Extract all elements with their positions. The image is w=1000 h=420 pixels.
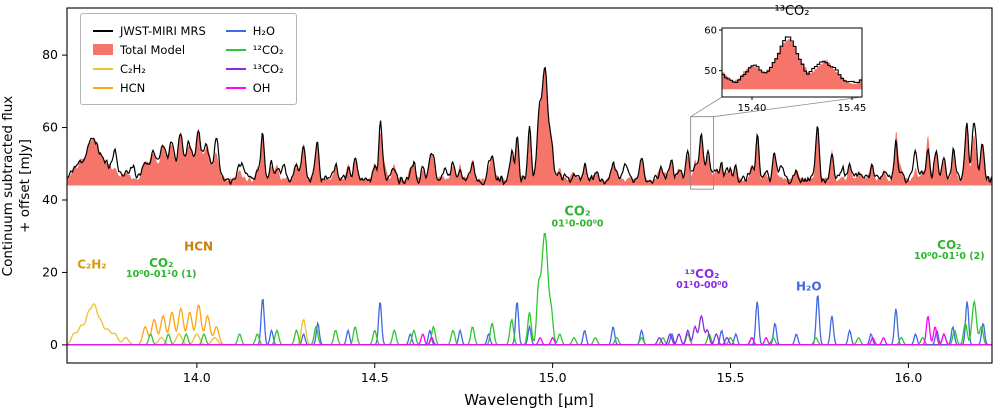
inset-title: ¹³CO₂ [774, 4, 810, 19]
annotation-subtext: 10⁰0-01¹0 (2) [914, 251, 985, 263]
y-axis-label: Continuum subtracted flux + offset [mJy] [0, 6, 36, 366]
annotation-text: CO₂ [149, 256, 174, 270]
annotation-subtext: 01¹0-00⁰0 [676, 280, 729, 292]
y-axis-label-line1: Continuum subtracted flux [0, 95, 16, 277]
legend: JWST-MIRI MRS Total Model C₂H₂ HCN H₂O ¹²CO₂ ¹… [80, 13, 297, 105]
legend-label: HCN [120, 80, 146, 95]
legend-swatch-jwst-miri-mrs [93, 29, 113, 32]
legend-label: H₂O [252, 23, 276, 38]
annotation-text: ¹³CO₂ [684, 266, 720, 281]
x-tick-label: 16.0 [894, 370, 922, 385]
legend-swatch-hcn [93, 86, 113, 89]
legend-swatch-oh [225, 86, 246, 89]
annotation-text: CO₂ [937, 237, 962, 252]
zoom-indicator-rect [690, 116, 714, 190]
legend-item-h2o: H₂O [225, 23, 284, 38]
inset-observed-line [722, 36, 862, 83]
x-tick-label: 15.0 [539, 370, 567, 385]
legend-label: JWST-MIRI MRS [120, 23, 206, 38]
inset-y-tick-label: 50 [704, 66, 717, 77]
legend-item-hcn: HCN [93, 81, 206, 95]
plot-frame [66, 7, 993, 364]
annotation-text: HCN [184, 239, 214, 254]
annotation-text: C₂H₂ [77, 257, 107, 272]
series-oh-line [67, 315, 992, 346]
annotation-subtext: 10⁰0-01¹0 (1) [126, 269, 197, 281]
inset-frame [721, 27, 863, 98]
legend-swatch-12co2 [225, 48, 246, 51]
legend-label: Total Model [120, 42, 186, 57]
legend-label: OH [252, 80, 271, 95]
zoom-connector-right [713, 96, 863, 118]
inset-x-tick-label: 15.45 [838, 103, 867, 114]
legend-item-total-model: Total Model [93, 43, 206, 57]
y-tick-label: 40 [42, 192, 58, 207]
legend-swatch-total-model [93, 44, 113, 55]
y-tick-label: 80 [42, 47, 58, 62]
legend-item-jwst-miri-mrs: JWST-MIRI MRS [93, 24, 206, 38]
x-tick-label: 14.0 [183, 370, 211, 385]
legend-item-12co2: ¹²CO₂ [225, 42, 284, 57]
y-axis-label-line2: + offset [mJy] [17, 139, 33, 233]
annotation-text: CO₂ [564, 204, 591, 220]
legend-item-c2h2: C₂H₂ [93, 62, 206, 76]
annotation-text: H₂O [796, 279, 822, 294]
annotation-co2-band2: CO₂ 10⁰0-01¹0 (2) [914, 237, 985, 263]
x-tick-label: 15.5 [717, 370, 745, 385]
annotation-hcn: HCN [184, 240, 213, 253]
legend-label: ¹³CO₂ [252, 61, 284, 76]
observed-spectrum-line [67, 66, 992, 186]
x-axis-label: Wavelength [μm] [464, 391, 594, 409]
legend-label: ¹²CO₂ [252, 42, 284, 57]
inset-x-tick-label: 15.40 [738, 103, 767, 114]
inset-y-tick-label: 60 [704, 26, 717, 37]
x-tick-label: 14.5 [361, 370, 389, 385]
annotation-c2h2: C₂H₂ [77, 257, 107, 272]
legend-item-oh: OH [225, 80, 284, 95]
annotation-h2o: H₂O [796, 280, 822, 293]
legend-swatch-h2o [225, 29, 246, 32]
inset-model-fill [722, 39, 862, 90]
y-tick-label: 60 [42, 120, 58, 135]
legend-label: C₂H₂ [120, 61, 146, 76]
legend-swatch-c2h2 [93, 67, 113, 70]
zoom-connector-left [690, 96, 723, 118]
y-tick-label: 0 [50, 337, 58, 352]
annotation-co2-qbranch: CO₂ 01¹0-00⁰0 [551, 204, 604, 231]
legend-swatch-13co2 [225, 67, 246, 70]
y-tick-label: 20 [42, 264, 58, 279]
legend-item-13co2: ¹³CO₂ [225, 61, 284, 76]
annotation-subtext: 01¹0-00⁰0 [551, 219, 604, 231]
total-model-fill [67, 66, 992, 186]
annotation-co2-band1: CO₂ 10⁰0-01¹0 (1) [126, 256, 197, 281]
annotation-13co2: ¹³CO₂ 01¹0-00⁰0 [676, 266, 729, 292]
